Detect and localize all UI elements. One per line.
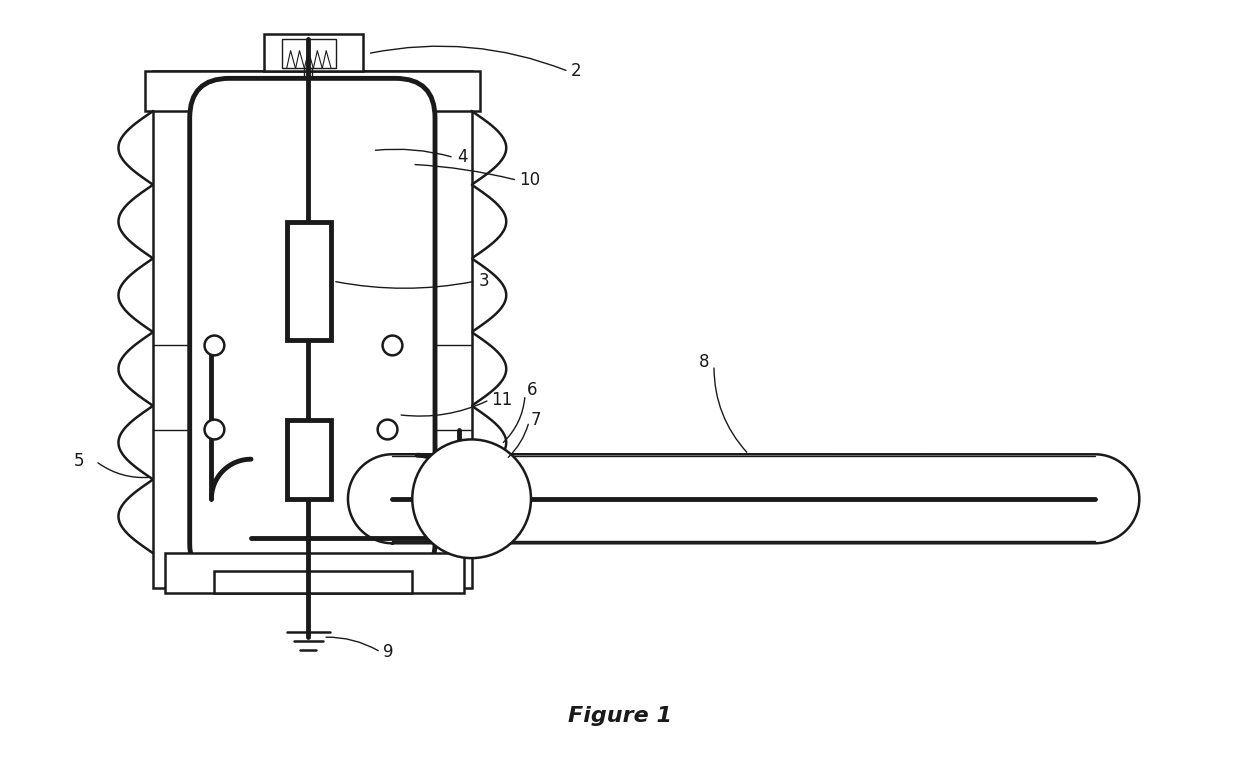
Bar [165,554,464,593]
Text: 7: 7 [531,411,542,428]
FancyBboxPatch shape [190,78,435,583]
Bar [281,39,336,69]
Text: 3: 3 [479,273,489,290]
Bar [145,72,480,111]
Text: 11: 11 [491,391,512,409]
Text: 5: 5 [74,452,84,470]
Polygon shape [348,454,1140,543]
Text: 2: 2 [570,63,582,80]
Text: 9: 9 [383,643,393,661]
Circle shape [205,420,224,439]
Bar [286,420,331,499]
Text: 4: 4 [456,148,467,167]
Text: 10: 10 [520,171,541,189]
Circle shape [412,439,531,558]
Circle shape [205,336,224,355]
Text: 6: 6 [527,381,537,399]
Circle shape [383,336,402,355]
Text: Figure 1: Figure 1 [568,706,672,726]
Circle shape [378,420,398,439]
Bar [153,72,471,587]
Text: 8: 8 [699,354,709,371]
Bar [215,571,412,593]
Bar [264,34,363,72]
Bar [286,222,331,340]
